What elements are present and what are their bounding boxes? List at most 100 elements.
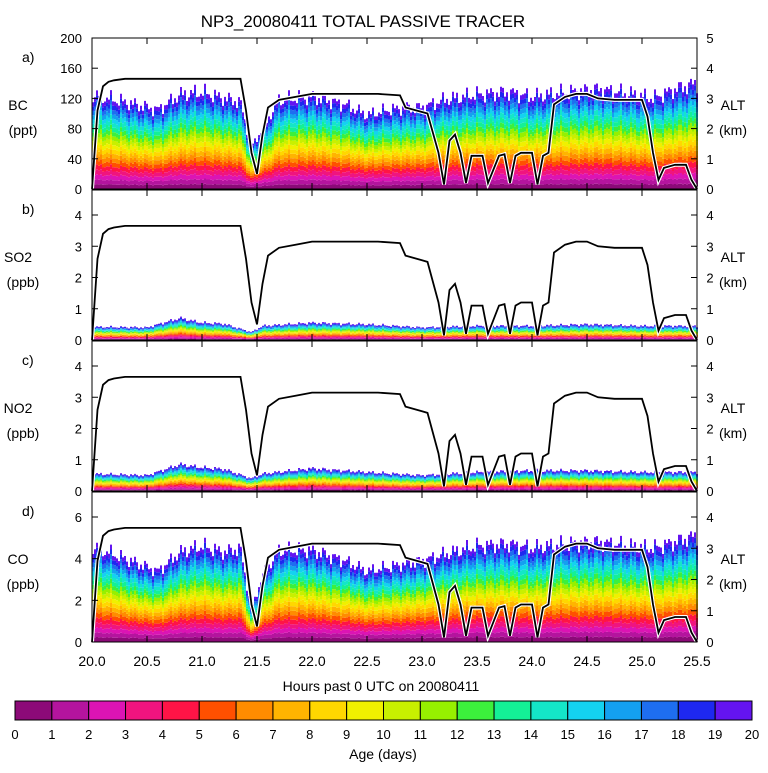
y-tick-label: 3 [75,239,82,254]
alt-tick-label: 1 [706,302,713,317]
x-tick-label: 20.0 [78,653,105,669]
age-layer-so2-1 [92,337,698,340]
colorbar-tick-label: 7 [269,727,276,742]
species-label: BC [8,97,27,113]
x-tick-label: 24.5 [573,653,600,669]
species-label: CO [8,551,29,567]
alt-tick-label: 0 [706,484,713,499]
alt-tick-label: 3 [706,91,713,106]
age-layer-co-10 [92,581,698,625]
age-layer-no2-1 [92,488,698,491]
x-tick-label: 22.0 [298,653,325,669]
age-layer-no2-5 [92,482,698,488]
age-layer-no2-11 [92,473,698,484]
age-layer-co-11 [92,575,698,623]
colorbar-swatch [640,700,679,721]
colorbar-tick-label: 14 [524,727,538,742]
altitude-line-no2 [91,376,698,492]
colorbar-tick-label: 17 [634,727,648,742]
age-layer-bc-3 [92,167,698,183]
age-layer-bc-0 [92,183,698,189]
colorbar-swatch [567,700,606,721]
colorbar-tick-label: 11 [414,727,428,742]
age-layer-co-1 [92,630,698,641]
y-tick-label: 0 [75,333,82,348]
y-tick-label: 4 [75,208,82,223]
age-layer-no2-16 [92,466,698,481]
y-tick-label: 200 [60,31,82,46]
y-tick-label: 4 [75,359,82,374]
colorbar-swatch [272,700,311,721]
alt-tick-label: 4 [706,510,713,525]
panel-bc: 0 40 80 120 160 200 0 1 2 3 4 5 a) BC (ppt) ALT (km) [8,31,747,197]
age-layer-bc-6 [92,150,698,176]
altitude-line-so2 [91,225,698,341]
unit-label: (ppt) [9,122,38,138]
age-layer-co-6 [92,603,698,632]
age-layer-no2-4 [92,483,698,489]
alt-tick-label: 1 [706,453,713,468]
alt-label: ALT [721,400,746,416]
colorbar-tick-label: 18 [671,727,685,742]
age-layer-so2-12 [92,324,698,336]
colorbar-tick-label: 13 [487,727,501,742]
y-tick-label: 2 [75,422,82,437]
colorbar-swatch [456,700,495,721]
y-tick-label: 40 [68,152,82,167]
colorbar-swatch [383,700,421,721]
x-tick-label: 20.5 [133,653,160,669]
unit-label: (ppb) [7,425,40,441]
x-tick-label: 23.0 [408,653,435,669]
alt-tick-label: 4 [706,208,713,223]
colorbar-swatch [604,700,642,721]
age-layer-no2-12 [92,472,698,484]
panel-no2: 0 1 2 3 4 0 1 2 3 4 c) NO2 (ppb) ALT (km) [4,340,747,499]
panel-letter: d) [22,503,34,519]
age-layer-co-4 [92,614,698,636]
alt-tick-label: 1 [706,604,713,619]
colorbar-tick-label: 3 [122,727,129,742]
alt-tick-label: 2 [706,122,713,137]
alt-label: ALT [721,249,746,265]
age-layer-co-3 [92,619,698,637]
alt-unit-label: (km) [719,122,747,138]
colorbar-tick-label: 19 [708,727,722,742]
unit-label: (ppb) [7,274,40,290]
age-layer-co-8 [92,592,698,629]
age-layer-co-0 [92,636,698,642]
colorbar-tick-label: 20 [745,727,759,742]
plot-frame-no2 [91,340,698,492]
age-layer-so2-2 [92,336,698,340]
alt-tick-label: 3 [706,390,713,405]
alt-unit-label: (km) [719,274,747,290]
age-layer-bc-9 [92,134,698,170]
x-tick-label: 21.5 [243,653,270,669]
age-layer-no2-6 [92,481,698,488]
alt-label: ALT [721,97,746,113]
alt-tick-label: 2 [706,422,713,437]
altitude-line-co [91,527,698,643]
age-layer-no2-3 [92,485,698,490]
age-layer-bc-2 [92,172,698,185]
y-tick-label: 2 [75,271,82,286]
colorbar-tick-label: 4 [159,727,166,742]
age-layer-bc-14 [92,106,698,158]
age-layer-no2-13 [92,471,698,483]
age-layer-bc-8 [92,139,698,172]
colorbar-swatch [419,700,458,721]
alt-unit-label: (km) [719,576,747,592]
unit-label: (ppb) [7,576,40,592]
y-tick-label: 0 [75,635,82,650]
age-layer-co-12 [92,570,698,622]
age-layer-so2-4 [92,334,698,339]
age-layer-no2-10 [92,475,698,485]
colorbar-swatch [125,700,163,721]
age-layer-no2-18 [92,463,698,480]
species-label: SO2 [4,249,32,265]
colorbar-label: Age (days) [349,746,417,762]
panel-so2: 0 1 2 3 4 0 1 2 3 4 b) SO2 (ppb) ALT (km) [4,189,747,348]
x-axis-label: Hours past 0 UTC on 20080411 [283,678,480,694]
chart-title: NP3_20080411 TOTAL PASSIVE TRACER [201,12,525,31]
age-layer-no2-9 [92,476,698,486]
